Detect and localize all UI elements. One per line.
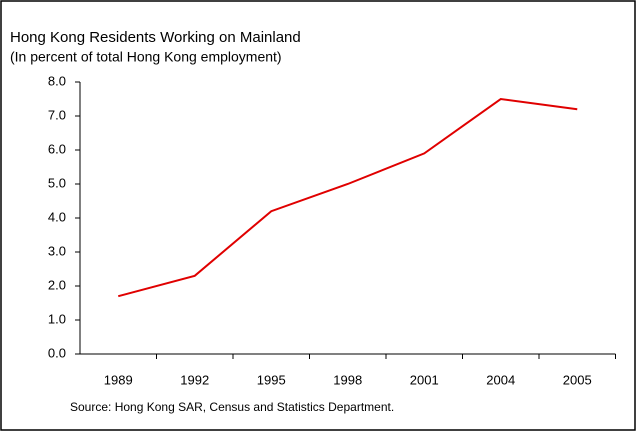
y-tick-label: 3.0 [48, 243, 66, 258]
x-tick-label: 1992 [180, 372, 209, 387]
y-tick-label: 5.0 [48, 175, 66, 190]
x-tick-label: 2004 [486, 372, 515, 387]
y-tick-label: 6.0 [48, 141, 66, 156]
x-tick-label: 1989 [104, 372, 133, 387]
source-note: Source: Hong Kong SAR, Census and Statis… [70, 400, 394, 414]
x-tick-label: 2005 [563, 372, 592, 387]
x-tick-label: 1998 [333, 372, 362, 387]
x-tick-label: 2001 [410, 372, 439, 387]
y-tick-label: 1.0 [48, 311, 66, 326]
x-tick-label: 1995 [257, 372, 286, 387]
y-tick-label: 4.0 [48, 209, 66, 224]
y-tick-label: 2.0 [48, 277, 66, 292]
y-tick-label: 7.0 [48, 107, 66, 122]
chart-title: Hong Kong Residents Working on Mainland [10, 29, 301, 46]
data-line [117, 97, 578, 298]
y-tick-label: 8.0 [48, 73, 66, 88]
y-tick-label: 0.0 [48, 345, 66, 360]
chart-subtitle: (In percent of total Hong Kong employmen… [10, 49, 282, 65]
